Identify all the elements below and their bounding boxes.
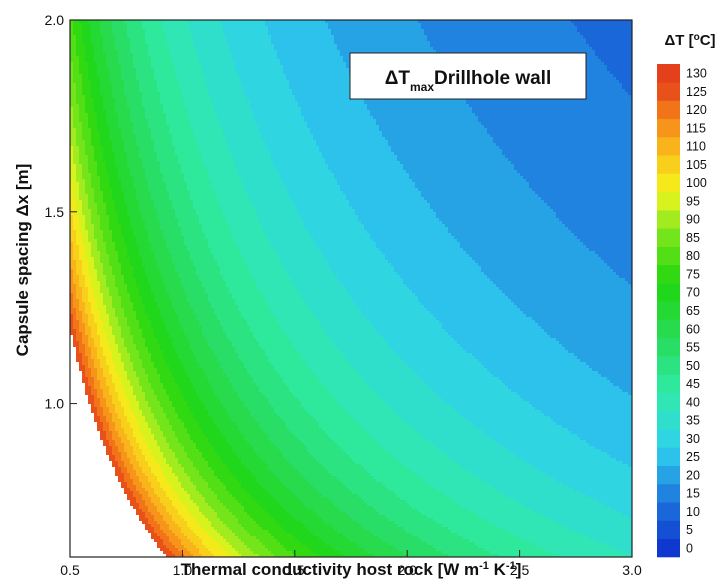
colorbar-label: 130 [686, 67, 707, 81]
y-tick-label: 1.0 [45, 396, 65, 412]
colorbar-swatch [657, 228, 680, 247]
colorbar-label: 0 [686, 541, 693, 555]
colorbar-label: 95 [686, 194, 700, 208]
colorbar-swatch [657, 174, 680, 193]
y-tick-label: 2.0 [45, 12, 65, 28]
colorbar-swatch [657, 64, 680, 83]
colorbar-label: 90 [686, 213, 700, 227]
colorbar-swatch [657, 502, 680, 521]
colorbar-label: 105 [686, 158, 707, 172]
colorbar-swatch [657, 82, 680, 101]
colorbar-swatch [657, 484, 680, 503]
colorbar-label: 65 [686, 304, 700, 318]
colorbar-label: 20 [686, 468, 700, 482]
colorbar-label: 55 [686, 341, 700, 355]
colorbar-label: 45 [686, 377, 700, 391]
x-axis-label: Thermal conductivity host rock [W m-1 K-… [181, 560, 522, 579]
colorbar-label: 110 [686, 140, 706, 154]
colorbar-label: 85 [686, 231, 700, 245]
colorbar-swatch [657, 429, 680, 448]
x-tick-label: 0.5 [60, 562, 80, 578]
colorbar-label: 60 [686, 322, 700, 336]
y-axis-label: Capsule spacing Δx [m] [13, 164, 32, 357]
annotation-box: ΔTmaxDrillhole wall [350, 53, 586, 99]
colorbar-label: 125 [686, 85, 707, 99]
colorbar-label: 25 [686, 450, 700, 464]
colorbar-swatch [657, 119, 680, 138]
x-tick-label: 3.0 [622, 562, 642, 578]
colorbar-swatch [657, 301, 680, 320]
colorbar-label: 15 [686, 487, 700, 501]
colorbar-swatch [657, 192, 680, 211]
contour-field [70, 20, 635, 558]
colorbar-swatch [657, 247, 680, 266]
colorbar-swatch [657, 101, 680, 120]
colorbar-label: 120 [686, 103, 707, 117]
colorbar-label: 35 [686, 414, 700, 428]
colorbar-label: 10 [686, 505, 700, 519]
colorbar-label: 80 [686, 249, 700, 263]
colorbar-swatch [657, 265, 680, 284]
colorbar-swatch [657, 338, 680, 357]
colorbar-title: ΔT [oC] [664, 32, 715, 50]
colorbar-label: 30 [686, 432, 700, 446]
colorbar-swatch [657, 155, 680, 174]
colorbar-swatch [657, 320, 680, 339]
colorbar-label: 50 [686, 359, 700, 373]
colorbar-swatch [657, 393, 680, 412]
colorbar: 0 5 10 15 20 25 30 35 40 45 50 55 60 65 70 75 80 85 90 95 10… [657, 64, 707, 557]
colorbar-swatch [657, 411, 680, 430]
y-tick-label: 1.5 [45, 204, 65, 220]
colorbar-label: 70 [686, 286, 700, 300]
colorbar-swatch [657, 539, 680, 558]
colorbar-swatch [657, 356, 680, 375]
colorbar-label: 75 [686, 267, 700, 281]
colorbar-swatch [657, 137, 680, 156]
colorbar-swatch [657, 447, 680, 466]
colorbar-swatch [657, 374, 680, 393]
colorbar-swatch [657, 520, 680, 539]
colorbar-label: 115 [686, 121, 706, 135]
colorbar-label: 40 [686, 395, 700, 409]
colorbar-swatch [657, 466, 680, 485]
colorbar-label: 5 [686, 523, 693, 537]
colorbar-swatch [657, 283, 680, 302]
colorbar-swatch [657, 210, 680, 229]
colorbar-label: 100 [686, 176, 707, 190]
